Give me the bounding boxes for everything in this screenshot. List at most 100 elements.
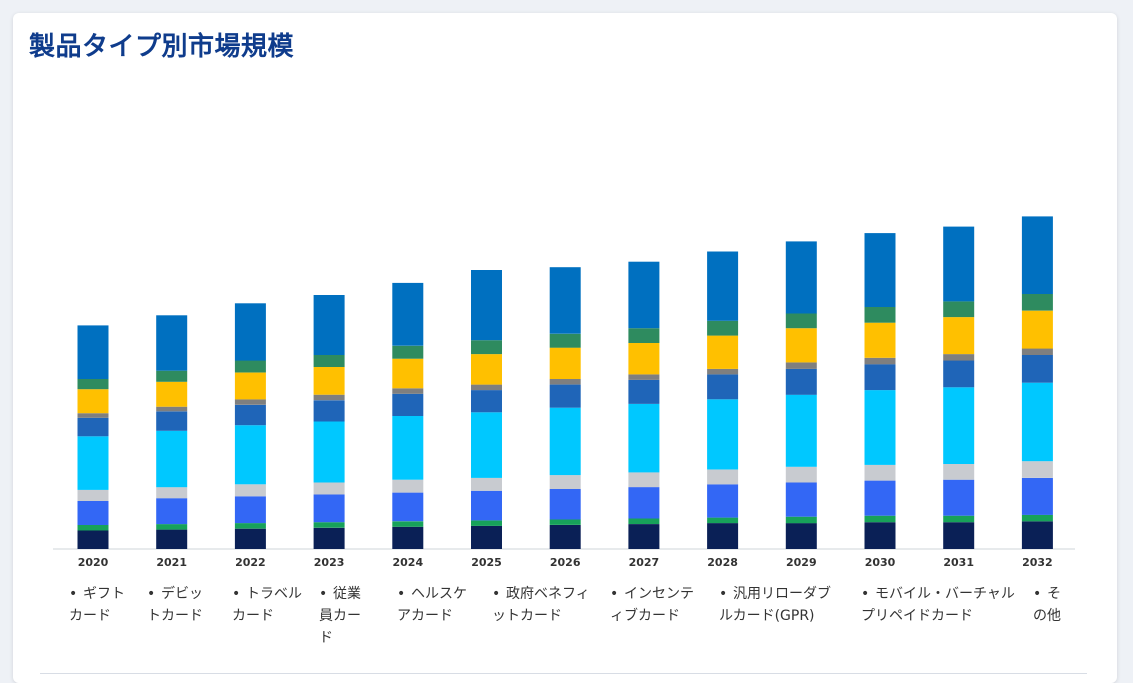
legend-bullet: • (610, 586, 619, 602)
legend-item: • 汎用リローダブルカード(GPR) (719, 583, 841, 627)
bar-segment-2027-s6 (628, 374, 660, 380)
bar-segment-2024-s0 (392, 526, 424, 549)
legend-item: • ヘルスケアカード (397, 583, 473, 627)
bar-segment-2031-s0 (943, 522, 975, 549)
legend-item: • 政府ベネフィットカード (492, 583, 592, 627)
bar-segment-2030-s0 (864, 522, 896, 549)
bar-segment-2021-s5 (156, 411, 188, 431)
bar-segment-2032-s0 (1021, 521, 1053, 549)
bar-segment-2024-s7 (392, 358, 424, 389)
bar-segment-2026-s5 (549, 384, 581, 408)
x-tick-label: 2022 (235, 556, 266, 569)
bar-segment-2023-s1 (313, 522, 345, 528)
x-tick-label: 2024 (392, 556, 423, 569)
bar-segment-2031-s8 (943, 301, 975, 318)
bar-segment-2030-s9 (864, 233, 896, 307)
bar-segment-2020-s8 (77, 379, 109, 390)
bar-segment-2024-s1 (392, 521, 424, 527)
legend-bullet: • (492, 586, 501, 602)
bars-group (77, 216, 1053, 549)
bar-segment-2024-s2 (392, 492, 424, 522)
x-tick-label: 2023 (314, 556, 345, 569)
bar-segment-2027-s5 (628, 379, 660, 404)
bar-segment-2025-s1 (471, 520, 502, 526)
bar-segment-2021-s1 (156, 524, 188, 530)
legend-bullet: • (69, 586, 78, 602)
bar-segment-2029-s2 (785, 482, 817, 517)
bar-segment-2027-s7 (628, 343, 660, 375)
bar-segment-2026-s2 (549, 489, 581, 520)
bar-segment-2026-s1 (549, 519, 581, 525)
bar-segment-2032-s3 (1021, 461, 1053, 478)
bar-segment-2024-s6 (392, 388, 424, 394)
bar-segment-2031-s9 (943, 226, 975, 302)
bar-segment-2023-s5 (313, 400, 345, 422)
bar-segment-2024-s4 (392, 416, 424, 480)
bar-segment-2025-s3 (471, 477, 502, 491)
legend-bullet: • (147, 586, 156, 602)
legend-label: その他 (1033, 586, 1061, 624)
bar-segment-2032-s1 (1021, 514, 1053, 522)
legend-item: • 従業員カード (319, 583, 373, 649)
bar-segment-2027-s9 (628, 261, 660, 329)
legend-label: 政府ベネフィットカード (492, 586, 590, 624)
bar-segment-2028-s7 (707, 335, 739, 369)
legend-label: モバイル・バーチャルプリペイドカード (861, 586, 1015, 624)
legend-bullet: • (719, 586, 728, 602)
legend-label: 汎用リローダブルカード(GPR) (719, 586, 831, 624)
bar-segment-2027-s3 (628, 472, 660, 488)
bar-segment-2024-s9 (392, 282, 424, 346)
bar-segment-2031-s5 (943, 360, 975, 388)
divider (40, 673, 1087, 674)
bar-segment-2023-s7 (313, 367, 345, 395)
bar-segment-2025-s4 (471, 412, 502, 478)
bar-segment-2026-s8 (549, 333, 581, 348)
bar-segment-2022-s1 (234, 523, 266, 529)
bar-segment-2021-s9 (156, 315, 188, 371)
legend-item: • デビットカード (147, 583, 209, 627)
bar-segment-2020-s6 (77, 413, 109, 418)
legend-bullet: • (861, 586, 870, 602)
bar-segment-2027-s2 (628, 487, 660, 519)
bar-segment-2028-s6 (707, 368, 739, 375)
bar-segment-2020-s0 (77, 530, 109, 549)
bar-segment-2029-s9 (785, 241, 817, 314)
x-tick-labels: 2020 2021 2022 2023 2024 2025 2026 2027 2028 2029… (78, 556, 1053, 569)
bar-segment-2020-s5 (77, 417, 109, 437)
bar-segment-2023-s9 (313, 295, 345, 355)
bar-segment-2026-s4 (549, 407, 581, 476)
bar-segment-2029-s7 (785, 328, 817, 363)
bar-segment-2022-s4 (234, 425, 266, 485)
bar-segment-2022-s3 (234, 484, 266, 497)
bar-segment-2031-s6 (943, 354, 975, 361)
legend-label: デビットカード (147, 586, 203, 624)
legend-item: • その他 (1033, 583, 1063, 627)
bar-segment-2026-s9 (549, 267, 581, 334)
bar-segment-2022-s9 (234, 303, 266, 361)
bar-segment-2032-s9 (1021, 216, 1053, 294)
x-tick-label: 2030 (865, 556, 896, 569)
bar-segment-2021-s0 (156, 529, 188, 549)
bar-segment-2021-s6 (156, 406, 188, 412)
bar-segment-2022-s7 (234, 372, 266, 400)
bar-segment-2025-s2 (471, 490, 502, 521)
bar-segment-2027-s1 (628, 518, 660, 524)
bar-segment-2032-s7 (1021, 310, 1053, 349)
bar-segment-2022-s8 (234, 360, 266, 373)
bar-segment-2023-s2 (313, 494, 345, 523)
legend-bullet: • (232, 586, 241, 602)
bar-segment-2030-s1 (864, 515, 896, 523)
legend-label: トラベルカード (232, 586, 302, 624)
bar-segment-2026-s0 (549, 525, 581, 549)
bar-segment-2025-s6 (471, 384, 502, 391)
bar-segment-2029-s0 (785, 523, 817, 549)
bar-segment-2023-s6 (313, 394, 345, 401)
bar-segment-2021-s8 (156, 370, 188, 382)
bar-segment-2031-s4 (943, 387, 975, 464)
bar-segment-2025-s7 (471, 354, 502, 385)
bar-segment-2020-s1 (77, 525, 109, 531)
legend-item: • モバイル・バーチャルプリペイドカード (861, 583, 1017, 627)
bar-segment-2026-s6 (549, 379, 581, 385)
bar-segment-2028-s2 (707, 484, 739, 518)
bar-segment-2027-s0 (628, 524, 660, 549)
